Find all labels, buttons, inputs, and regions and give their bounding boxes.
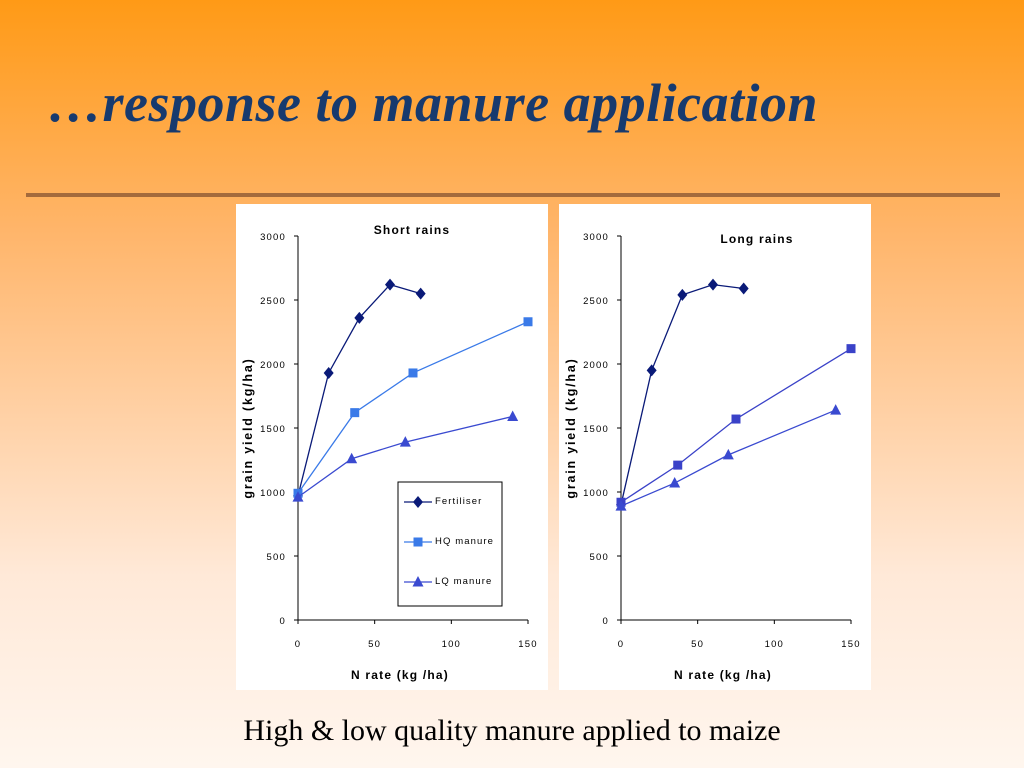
legend: Fertiliser HQ manure LQ manure (397, 481, 503, 607)
data-point (722, 448, 734, 460)
chart-panel-short-rains: 0 500 1000 1500 2000 2500 3000 0 50 100 150 Short r… (236, 204, 548, 690)
x-tick-label: 50 (368, 639, 381, 650)
series-lq-manure (292, 410, 519, 502)
chart-title: Long rains (720, 232, 793, 246)
legend-label: HQ manure (435, 536, 494, 547)
x-tick-label: 0 (295, 639, 301, 650)
data-point (350, 408, 360, 418)
y-tick-label: 500 (590, 552, 609, 563)
data-point (346, 452, 358, 464)
legend-marker (412, 576, 424, 587)
x-tick-label: 50 (691, 639, 704, 650)
y-tick-label: 500 (267, 552, 286, 563)
data-point (677, 288, 688, 301)
slide-caption: High & low quality manure applied to mai… (243, 714, 781, 747)
title-divider (26, 193, 1000, 197)
data-point (731, 414, 741, 424)
data-point (408, 368, 418, 378)
y-tick-label: 1500 (583, 424, 609, 435)
legend-marker (413, 537, 423, 547)
y-tick-label: 2000 (260, 360, 286, 371)
y-tick-label: 2500 (583, 296, 609, 307)
series-line (297, 415, 513, 498)
x-tick-label: 150 (841, 639, 860, 650)
data-point (399, 436, 411, 447)
series-line (620, 348, 852, 503)
y-tick-label: 3000 (260, 232, 286, 243)
y-tick-label: 2000 (583, 360, 609, 371)
chart-short-rains: 0 500 1000 1500 2000 2500 3000 0 50 100 150 Short r… (241, 223, 537, 682)
y-axis-label: grain yield (kg/ha) (241, 357, 255, 498)
data-point (507, 410, 519, 421)
legend-label: LQ manure (435, 576, 492, 587)
series-line (620, 283, 744, 505)
data-point (669, 477, 681, 488)
data-point (830, 404, 842, 415)
y-tick-label: 1500 (260, 424, 286, 435)
y-tick-label: 1000 (260, 488, 286, 499)
y-tick-label: 1000 (583, 488, 609, 499)
data-point (292, 491, 304, 502)
x-tick-label: 100 (442, 639, 461, 650)
chart-long-rains: 0 500 1000 1500 2000 2500 3000 0 50 100 150 Long ra… (564, 232, 860, 682)
data-point (615, 500, 627, 511)
data-point (385, 278, 395, 291)
x-tick-label: 100 (765, 639, 784, 650)
chart-title: Short rains (374, 223, 451, 237)
data-point (673, 460, 683, 470)
x-tick-label: 150 (518, 639, 537, 650)
series-fertiliser (616, 278, 749, 511)
x-axis-label: N rate (kg /ha) (674, 668, 772, 682)
y-tick-label: 3000 (583, 232, 609, 243)
x-axis-label: N rate (kg /ha) (351, 668, 449, 682)
data-point (323, 366, 334, 379)
series-lq-manure (615, 404, 842, 511)
axes: 0 500 1000 1500 2000 2500 3000 0 50 100 150 (260, 232, 537, 650)
series-line (620, 409, 836, 507)
axes: 0 500 1000 1500 2000 2500 3000 0 50 100 150 (583, 232, 860, 650)
data-point (415, 287, 426, 300)
y-tick-label: 0 (603, 616, 609, 627)
slide-title: …response to manure application (48, 73, 819, 133)
series-hq-manure (293, 317, 533, 498)
y-tick-label: 0 (280, 616, 286, 627)
y-axis-label: grain yield (kg/ha) (564, 357, 578, 498)
data-point (738, 282, 749, 295)
data-point (354, 311, 365, 324)
data-point (523, 317, 533, 327)
data-point (846, 344, 856, 354)
series-fertiliser (293, 278, 426, 502)
y-tick-label: 2500 (260, 296, 286, 307)
data-point (646, 364, 657, 377)
legend-label: Fertiliser (435, 496, 482, 507)
series-line (297, 321, 529, 494)
x-tick-label: 0 (618, 639, 624, 650)
data-point (708, 278, 718, 291)
legend-marker (413, 496, 423, 508)
chart-panel-long-rains: 0 500 1000 1500 2000 2500 3000 0 50 100 150 Long ra… (559, 204, 871, 690)
